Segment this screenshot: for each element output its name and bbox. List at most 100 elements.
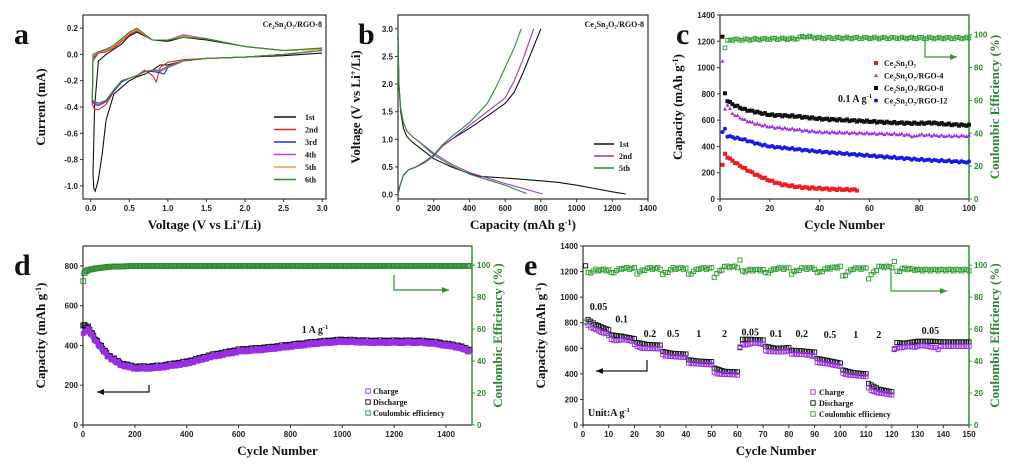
data-point [943,343,949,349]
data-point [887,131,892,136]
data-point [854,131,859,136]
data-point [966,268,972,274]
data-point [800,115,805,120]
data-point [951,268,957,274]
data-point [844,117,849,122]
data-point [939,35,944,41]
data-point [716,371,722,377]
x-tick-label: 800 [534,204,548,213]
data-point [848,372,854,378]
data-point [914,343,921,349]
data-point [790,126,795,130]
data-point [777,113,782,118]
y-tick-label: -0.8 [64,156,78,165]
data-point [881,391,887,397]
y-tick-label: 0 [74,421,79,430]
data-point [777,181,782,186]
ce-axis-arrow [890,270,947,292]
data-point [742,117,747,121]
data-point [863,371,869,377]
data-point [652,346,658,352]
data-point [932,120,937,125]
data-point [791,351,797,357]
data-point [794,351,800,357]
x-tick-label: 80 [915,204,924,213]
data-point [763,270,769,276]
data-point [647,345,653,351]
data-point [762,175,767,180]
y2-tick-label: 40 [974,129,983,138]
data-point [758,341,764,347]
data-point [737,344,743,350]
data-point [934,35,939,41]
data-point [762,111,767,116]
ce-axis-arrow-head [950,54,957,60]
data-point [745,341,751,348]
data-point [740,117,745,121]
data-point [752,172,757,177]
data-point [917,267,923,273]
data-point [624,337,630,343]
x-tick-label: 1200 [385,430,403,439]
data-point [725,99,730,104]
data-point [795,114,800,119]
series-line-4th [91,28,323,105]
data-point [757,174,762,179]
data-point [927,344,933,350]
data-point [649,266,656,272]
data-point [873,267,879,274]
data-point [685,360,692,366]
y-tick-label: 1200 [697,37,715,46]
data-point [889,265,895,271]
rate-label: 0.05 [922,326,940,337]
data-point [872,130,877,135]
data-point [837,186,842,191]
sample-title: Ce2​Sn2​O7​/RGO-8 [585,20,644,31]
data-point [912,120,917,125]
data-point [776,349,782,355]
data-point [745,36,750,42]
data-point [837,360,843,366]
rate-label: 0.2 [795,329,808,340]
data-point [909,344,915,350]
data-point [782,182,787,187]
x-tick-label: 1000 [333,430,351,439]
data-point [929,35,934,40]
x-axis-label: Capacity (mAh g-1​) [470,217,576,232]
data-point [899,340,905,346]
data-point [801,265,807,271]
data-point [722,107,727,111]
data-point [752,267,758,273]
data-point [922,121,927,126]
data-point [848,267,854,273]
data-point [806,352,813,358]
data-point [937,134,942,138]
data-point [920,343,926,349]
data-point [732,36,738,42]
data-point [790,113,795,118]
data-point [884,391,890,397]
data-point [954,34,959,40]
data-point [832,117,837,122]
data-point [945,339,951,345]
data-point [796,267,802,274]
legend-label: 1st [305,113,315,122]
data-point [603,326,609,332]
data-point [729,263,735,270]
data-point [958,339,964,345]
data-point [721,263,728,270]
panel-a-cv-chart: 0.0 0.5 1.0 1.5 2.0 2.5 3.0 0.2 0.0 -0.2 -0.4 -0.6 -… [33,14,328,232]
data-point [805,128,810,132]
data-point [827,131,832,135]
data-point [927,338,933,344]
data-point [944,35,949,40]
data-point [629,338,635,344]
data-point [780,114,785,119]
data-point [703,361,710,367]
data-point [810,115,815,120]
data-point [767,113,772,118]
data-point [914,266,921,272]
y-tick-label: 0.2 [67,24,79,33]
ce-axis-arrow-head [940,288,947,294]
data-point [98,344,104,350]
